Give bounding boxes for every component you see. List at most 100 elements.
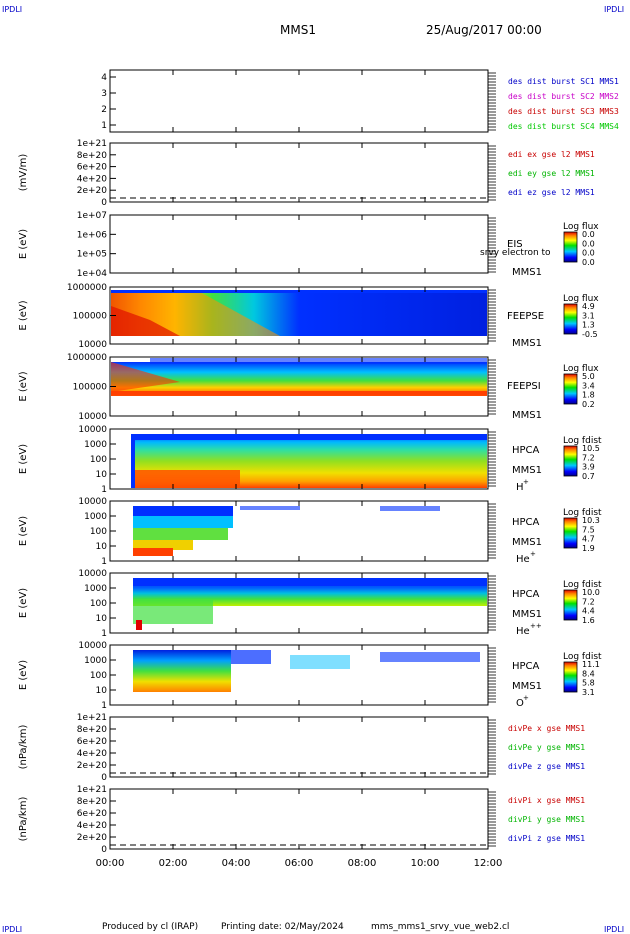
x-tick-label: 10:00: [411, 858, 440, 869]
colorbar: [563, 303, 578, 335]
y-axis-label: E (eV): [18, 516, 29, 546]
instrument-label: HPCA: [512, 445, 540, 456]
colorbar-title: Log fdist: [563, 580, 602, 590]
spacecraft-label: MMS1: [512, 609, 542, 620]
y-tick-label: 100000: [73, 383, 108, 393]
series-legend: divPi z gse MMS1: [508, 834, 585, 843]
colorbar-tick-label: 5.0: [582, 372, 595, 381]
corner-label-bottom-left: IPDLI: [2, 925, 22, 934]
y-tick-label: 2: [101, 105, 107, 115]
y-axis-label: E (eV): [18, 444, 29, 474]
y-tick-label: 4e+20: [77, 174, 108, 184]
spacecraft-label: MMS1: [512, 338, 542, 349]
colorbar-tick-label: 1.3: [582, 321, 595, 330]
spacecraft-label: MMS1: [512, 681, 542, 692]
series-legend: divPe y gse MMS1: [508, 743, 585, 752]
spacecraft-title: MMS1: [280, 23, 316, 37]
panel-frame-divpi: [109, 788, 489, 850]
spacecraft-label: MMS1: [512, 537, 542, 548]
y-tick-label: 1e+21: [77, 713, 107, 723]
x-tick-label: 08:00: [348, 858, 377, 869]
y-axis-label: E (eV): [18, 371, 29, 401]
hpca-o-spectrogram: [133, 650, 480, 692]
y-tick-label: 1: [101, 701, 107, 711]
y-tick-label: 10000: [78, 412, 107, 422]
species-label: H: [516, 482, 524, 493]
y-tick-label: 10000: [78, 641, 107, 651]
feepse-spectrogram: [111, 290, 487, 336]
colorbar-tick-label: 0.2: [582, 400, 595, 409]
series-legend: des dist burst SC1 MMS1: [508, 77, 619, 86]
y-tick-label: 10000: [78, 497, 107, 507]
x-tick-label: 12:00: [474, 858, 503, 869]
y-tick-label: 3: [101, 89, 107, 99]
spacecraft-label: MMS1: [512, 267, 542, 278]
panel-frame-edi: [109, 142, 489, 203]
y-tick-label: 2e+20: [77, 186, 108, 196]
instrument-label: EIS: [507, 239, 523, 250]
hpca-he1-spectrogram: [133, 506, 440, 556]
colorbar-tick-label: 4.4: [582, 607, 595, 616]
colorbar-tick-label: 5.8: [582, 679, 595, 688]
spacecraft-label: MMS1: [512, 465, 542, 476]
y-tick-label: 4e+20: [77, 749, 108, 759]
spacecraft-label: MMS1: [512, 410, 542, 421]
colorbar-title: Log fdist: [563, 652, 602, 662]
colorbar-tick-label: 7.2: [582, 597, 595, 606]
y-tick-label: 6e+20: [77, 809, 108, 819]
y-axis-label: E (eV): [18, 660, 29, 690]
y-tick-label: 10000: [78, 569, 107, 579]
x-tick-label: 00:00: [96, 858, 125, 869]
y-tick-label: 1e+07: [77, 211, 107, 221]
colorbar-tick-label: 3.9: [582, 463, 595, 472]
y-tick-label: 1e+21: [77, 785, 107, 795]
colorbar-tick-label: 4.9: [582, 302, 595, 311]
instrument-label: HPCA: [512, 661, 540, 672]
charge-label: +: [523, 478, 529, 486]
colorbar-tick-label: 0.7: [582, 472, 595, 481]
y-axis-label: (nPa/km): [18, 797, 29, 842]
y-tick-label: 1e+21: [77, 139, 107, 149]
series-legend: des dist burst SC4 MMS4: [508, 122, 619, 131]
y-tick-label: 1000: [84, 656, 107, 666]
instrument-label: HPCA: [512, 589, 540, 600]
y-tick-label: 100: [90, 599, 107, 609]
colorbar-tick-label: 7.2: [582, 453, 595, 462]
y-tick-label: 1000000: [67, 353, 107, 363]
y-tick-label: 10000: [78, 425, 107, 435]
colorbar-tick-label: 10.0: [582, 588, 600, 597]
y-tick-label: 6e+20: [77, 737, 108, 747]
colorbar-tick-label: 10.5: [582, 444, 600, 453]
y-tick-label: 4: [101, 73, 107, 83]
charge-label: +: [530, 550, 536, 558]
series-legend: edi ex gse l2 MMS1: [508, 150, 595, 159]
panel-frame-burst: [109, 69, 489, 133]
colorbar-tick-label: -0.5: [582, 330, 598, 339]
colorbar-tick-label: 4.7: [582, 535, 595, 544]
colorbar-tick-label: 0.0: [582, 230, 595, 239]
y-tick-label: 100000: [73, 312, 108, 322]
colorbar: [563, 231, 578, 263]
x-tick-label: 06:00: [285, 858, 314, 869]
y-tick-label: 6e+20: [77, 163, 108, 173]
y-tick-label: 8e+20: [77, 725, 108, 735]
y-tick-label: 4e+20: [77, 821, 108, 831]
y-tick-label: 0: [101, 198, 107, 208]
colorbar-tick-label: 0.0: [582, 239, 595, 248]
y-tick-label: 1: [101, 557, 107, 567]
footer-script-name: mms_mms1_srvy_vue_web2.cl: [371, 922, 509, 932]
y-tick-label: 1000: [84, 440, 107, 450]
colorbar-title: Log flux: [563, 364, 599, 374]
y-tick-label: 1e+06: [77, 230, 108, 240]
series-legend: divPi x gse MMS1: [508, 796, 585, 805]
y-axis-label: E (eV): [18, 300, 29, 330]
y-tick-label: 8e+20: [77, 797, 108, 807]
y-tick-label: 100: [90, 455, 107, 465]
species-label: O: [516, 698, 524, 709]
series-legend: des dist burst SC2 MMS2: [508, 92, 619, 101]
y-tick-label: 10: [96, 542, 108, 552]
species-label: He: [516, 554, 530, 565]
species-label: He: [516, 626, 530, 637]
y-tick-label: 10: [96, 686, 108, 696]
feepsi-spectrogram: [111, 358, 487, 396]
